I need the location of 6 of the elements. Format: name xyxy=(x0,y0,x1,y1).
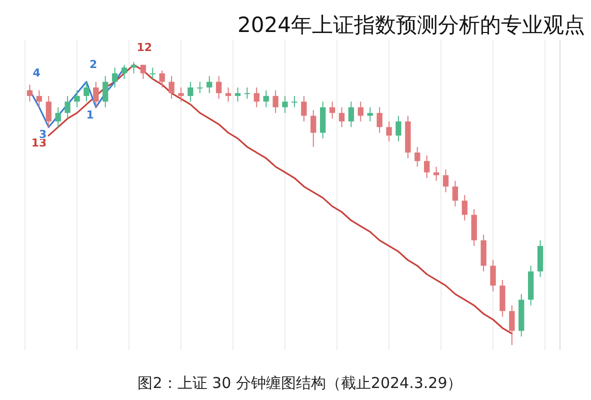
series-label: 4 xyxy=(32,66,41,80)
series-label: 2 xyxy=(89,58,98,71)
chart-title: 2024年上证指数预测分析的专业观点 xyxy=(238,13,585,37)
caption: 图2：上证 30 分钟缠图结构（截止2024.3.29） xyxy=(138,374,462,392)
series-label: 1 xyxy=(86,108,94,122)
series-label: 12 xyxy=(136,40,152,54)
